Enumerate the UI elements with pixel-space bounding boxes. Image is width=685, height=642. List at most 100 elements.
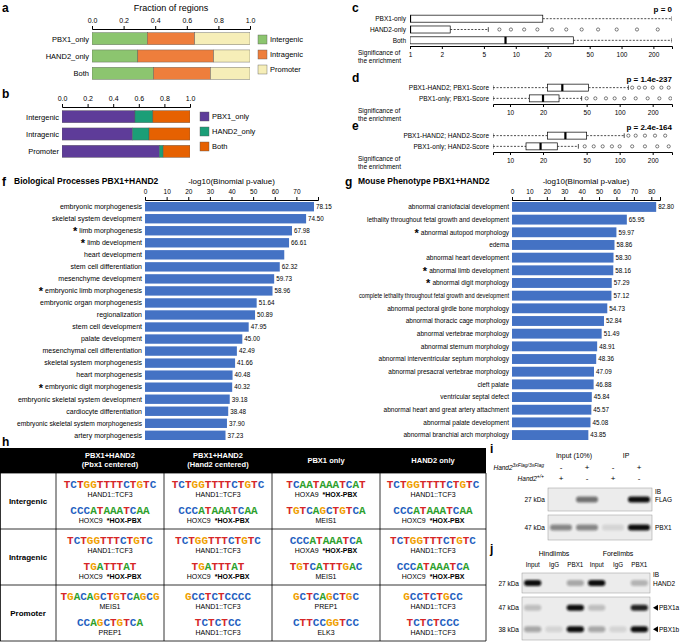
column-header: PBX1 only bbox=[307, 456, 345, 465]
outlier bbox=[583, 145, 586, 148]
outlier bbox=[631, 145, 634, 148]
band bbox=[588, 580, 605, 586]
box bbox=[410, 26, 450, 33]
table-rule bbox=[486, 473, 487, 641]
outlier bbox=[604, 97, 607, 100]
bar bbox=[512, 227, 616, 237]
data-label: 51.64 bbox=[259, 299, 275, 306]
motif-name: MEIS1 bbox=[315, 573, 336, 580]
bar-segment bbox=[62, 145, 159, 157]
bar bbox=[145, 226, 292, 235]
bar-segment bbox=[214, 50, 250, 62]
genotype-label: Hand23xFlag/3xFlag bbox=[493, 462, 544, 471]
bar bbox=[145, 382, 232, 391]
tick-mark bbox=[218, 26, 219, 29]
tick-label: 0.0 bbox=[58, 95, 68, 102]
motif-tag: *HOX-PBX bbox=[215, 573, 250, 580]
category-label: stem cell differentiation bbox=[71, 263, 143, 270]
tick-mark bbox=[88, 104, 89, 107]
table-header bbox=[0, 448, 486, 473]
tick: 10 bbox=[164, 188, 172, 200]
data-label: 51.49 bbox=[604, 330, 620, 337]
tick-label: 30 bbox=[207, 188, 215, 195]
motif-logo: TCTGGTTTCTGTC bbox=[67, 535, 153, 547]
table-rule bbox=[0, 585, 486, 586]
tick: 1 bbox=[409, 46, 413, 58]
motif-name: HOXC9 bbox=[187, 573, 211, 580]
tick-label: 10 bbox=[526, 188, 534, 195]
tick-mark bbox=[275, 197, 276, 200]
bar bbox=[512, 354, 596, 364]
ib-target: PBX1b bbox=[659, 626, 680, 633]
motif-tag: *HOX-PBX bbox=[107, 573, 142, 580]
axis-title: -log10(Binomial p-value) bbox=[188, 177, 275, 186]
panel-label: h bbox=[2, 435, 9, 449]
outlier bbox=[601, 145, 604, 148]
tick: 0.0 bbox=[88, 17, 98, 29]
motif-name: HAND1::TCF3 bbox=[410, 603, 455, 610]
chart-panel: b0.00.20.40.60.81.0IntergenicIntragenicP… bbox=[2, 87, 256, 157]
motif-logo: CCCATAAATCA bbox=[290, 535, 363, 547]
axis-title-line: Significance of bbox=[358, 49, 400, 57]
tick-label: 40 bbox=[579, 188, 587, 195]
band bbox=[550, 525, 572, 531]
data-label: 65.95 bbox=[629, 216, 645, 223]
bar-segment bbox=[135, 111, 153, 123]
outlier bbox=[635, 28, 638, 31]
motif-logo: TGACAGCTGTCAGCG bbox=[60, 591, 160, 603]
tick-label: 10 bbox=[507, 109, 515, 116]
tick-label: 5 bbox=[483, 51, 487, 58]
band bbox=[524, 605, 541, 611]
tick-label: 100 bbox=[615, 157, 626, 164]
tick: 10 bbox=[507, 152, 515, 164]
data-label: 38.48 bbox=[230, 408, 246, 415]
tick-mark bbox=[582, 197, 583, 200]
category-label: Intragenic bbox=[26, 130, 59, 139]
tick-label: 20 bbox=[544, 51, 552, 58]
category-label: abnormal heart and great artery attachme… bbox=[384, 406, 510, 414]
whisker bbox=[450, 29, 488, 30]
tick-mark bbox=[92, 26, 93, 29]
data-label: 45.08 bbox=[592, 419, 608, 426]
data-label: 62.32 bbox=[282, 263, 298, 270]
tick: 20 bbox=[540, 152, 548, 164]
data-label: 47.09 bbox=[596, 368, 612, 375]
tick-mark bbox=[155, 26, 156, 29]
tick: 100 bbox=[617, 46, 628, 58]
category-label: abnormal craniofacial development bbox=[408, 203, 509, 211]
tick: 1.0 bbox=[186, 95, 196, 107]
data-label: 43.85 bbox=[590, 431, 606, 438]
ib-target: HAND2 bbox=[653, 580, 675, 587]
motif-logo: TGTCATTTGAC bbox=[290, 561, 363, 573]
motif-logo: GCCTCTCCCC bbox=[185, 591, 251, 603]
data-label: 46.88 bbox=[596, 381, 612, 388]
lane-label: Input bbox=[590, 561, 604, 569]
ib-target: PBX1 bbox=[655, 524, 672, 531]
whisker-cap bbox=[578, 144, 579, 149]
whisker bbox=[493, 135, 548, 136]
data-label: 78.15 bbox=[316, 203, 332, 210]
motif-name: ELK3 bbox=[317, 629, 334, 636]
category-label: heart morphogenesis bbox=[76, 371, 142, 379]
tick: 200 bbox=[648, 104, 659, 116]
outlier bbox=[637, 86, 640, 89]
lane-label: PBX1 bbox=[631, 561, 648, 568]
category-label: palate development bbox=[81, 335, 142, 343]
category-label: Both bbox=[74, 69, 89, 78]
logo-letter: A bbox=[463, 561, 470, 573]
tick-label: 2 bbox=[441, 51, 445, 58]
tick-label: 0 bbox=[144, 188, 148, 195]
motif-name: HOXC9 bbox=[79, 573, 103, 580]
logo-letter: T bbox=[359, 479, 366, 491]
tick-label: 70 bbox=[631, 188, 639, 195]
ib-label: IB bbox=[655, 488, 661, 495]
tick-mark bbox=[543, 152, 544, 155]
bar bbox=[145, 274, 274, 283]
tick-label: 20 bbox=[540, 157, 548, 164]
legend-label: Promoter bbox=[270, 65, 301, 74]
motif-logo: CCCATAAATCAA bbox=[178, 505, 258, 517]
category-label: heart development bbox=[84, 251, 142, 259]
outlier bbox=[585, 97, 588, 100]
tick-mark bbox=[512, 197, 513, 200]
tick-mark bbox=[622, 46, 623, 49]
